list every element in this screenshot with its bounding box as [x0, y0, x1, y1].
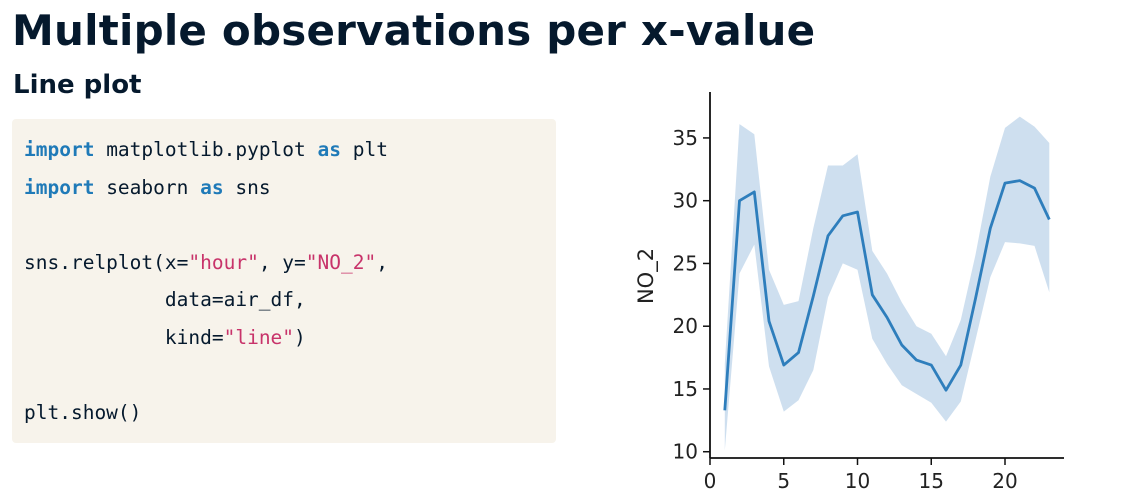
y-tick-label: 15: [673, 377, 698, 401]
y-tick-label: 35: [673, 126, 698, 150]
slide-subtitle: Line plot: [13, 70, 142, 100]
y-axis-label: NO_2: [634, 248, 659, 304]
x-tick-label: 10: [845, 469, 870, 493]
code-keyword: as: [200, 175, 224, 199]
x-tick-label: 15: [919, 469, 944, 493]
code-keyword: import: [24, 138, 95, 161]
plot-area: 10 15 20 25 30 35 0 5 10 15 20 NO_2: [634, 92, 1064, 493]
code-text-segment: , y=: [258, 250, 306, 274]
code-keyword: as: [317, 138, 341, 161]
code-line-4: data=air_df,: [24, 288, 306, 311]
code-text-segment: kind=: [24, 325, 224, 349]
code-text-segment: ,: [376, 250, 388, 274]
code-line-blank: [24, 356, 388, 394]
x-tick-label: 5: [777, 469, 790, 493]
x-tick-label: 20: [992, 469, 1017, 493]
code-text-segment: seaborn: [94, 175, 201, 199]
code-string: "line": [223, 325, 295, 349]
code-line-5: kind="line"): [24, 319, 388, 357]
line-chart: 10 15 20 25 30 35 0 5 10 15 20 NO_2: [634, 92, 1064, 493]
code-text-segment: plt: [341, 138, 388, 161]
code-block: [12, 119, 556, 443]
code-string: "NO_2": [305, 250, 377, 274]
code-text-segment: sns: [223, 175, 271, 199]
slide-title: Multiple observations per x-value: [12, 6, 816, 55]
y-tick-label: 30: [673, 189, 698, 213]
code-line-1: import matplotlib.pyplot as plt: [24, 131, 388, 169]
code-line-2: import seaborn as sns: [24, 169, 388, 207]
code-line-blank: [24, 206, 388, 244]
y-tick-label: 20: [673, 314, 698, 338]
code-line-6: plt.show(): [24, 400, 142, 424]
code-text-segment: matplotlib.pyplot: [94, 138, 318, 161]
y-tick-label: 10: [673, 440, 698, 464]
code-text: import matplotlib.pyplot as plt import se…: [24, 131, 388, 431]
x-tick-label: 0: [704, 469, 717, 493]
code-text-segment: sns.relplot(x=: [24, 250, 189, 274]
y-tick-label: 25: [673, 251, 698, 275]
code-text-segment: ): [294, 325, 306, 349]
confidence-band: [724, 116, 1050, 451]
code-string: "hour": [188, 250, 259, 274]
code-line-3: sns.relplot(x="hour", y="NO_2",: [24, 244, 388, 282]
code-keyword: import: [24, 175, 95, 199]
series-line: [723, 179, 1051, 411]
